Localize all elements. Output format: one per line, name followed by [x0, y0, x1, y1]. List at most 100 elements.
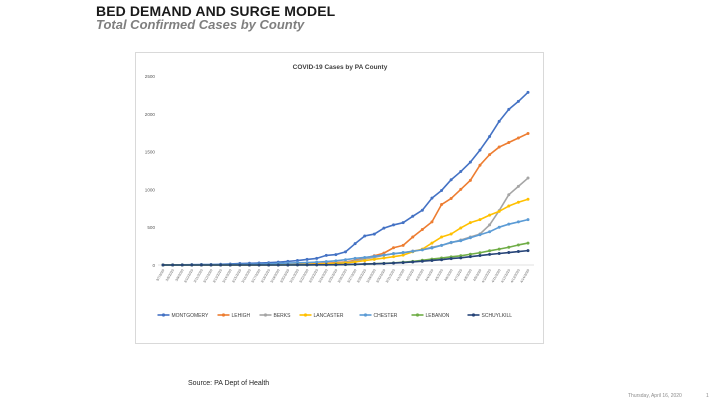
series-line — [163, 198, 529, 266]
x-tick-label: 3/22/2020 — [298, 268, 309, 283]
data-point — [497, 119, 501, 123]
data-point — [488, 153, 492, 157]
data-point — [459, 256, 463, 260]
data-point — [392, 261, 396, 265]
series-line — [162, 91, 529, 266]
data-point — [468, 252, 472, 256]
data-point — [468, 236, 472, 240]
data-point — [353, 262, 357, 266]
x-tick-label: 3/13/2020 — [212, 268, 223, 283]
legend-swatch-marker — [415, 313, 420, 317]
legend: MONTGOMERY LEHIGH BERKS LANCASTER CHESTER LEB… — [157, 313, 513, 319]
legend-swatch-marker — [303, 313, 308, 317]
data-point — [478, 163, 482, 167]
y-axis: 0 500 1000 1500 2000 2500 — [145, 74, 156, 268]
data-point — [344, 263, 347, 267]
x-tick-label: 3/25/2020 — [327, 268, 338, 283]
source-note: Source: PA Dept of Health — [188, 380, 270, 387]
data-point — [286, 263, 290, 267]
data-point — [344, 258, 347, 262]
data-point — [382, 226, 386, 230]
data-point — [440, 203, 444, 207]
x-tick-label: 3/15/2020 — [231, 268, 242, 283]
data-point — [526, 90, 530, 94]
x-tick-label: 3/31/2020 — [385, 268, 396, 283]
legend-swatch-marker — [363, 313, 368, 317]
data-point — [526, 131, 530, 135]
data-point — [334, 259, 338, 263]
x-tick-label: 4/5/2020 — [434, 268, 444, 282]
x-tick-label: 3/14/2020 — [222, 268, 233, 283]
data-point — [392, 223, 396, 227]
series-line — [163, 132, 529, 266]
data-point — [526, 197, 530, 201]
data-point — [507, 245, 511, 249]
data-point — [516, 99, 520, 103]
x-tick-label: 4/2/2020 — [405, 268, 415, 282]
data-point — [430, 196, 434, 200]
data-point — [516, 220, 520, 224]
data-point — [382, 253, 386, 257]
data-point — [488, 223, 492, 227]
x-tick-label: 3/8/2020 — [165, 268, 175, 282]
x-tick-label: 4/3/2020 — [415, 268, 425, 282]
x-tick-label: 3/23/2020 — [308, 268, 319, 283]
data-point — [392, 246, 396, 250]
legend-item: LEBANON — [411, 313, 450, 319]
data-point — [507, 222, 511, 226]
data-point — [315, 256, 319, 260]
legend-item: LANCASTER — [299, 313, 344, 319]
data-point — [353, 242, 357, 246]
data-point — [372, 254, 376, 258]
data-point — [228, 263, 232, 267]
x-tick-label: 3/17/2020 — [250, 268, 261, 283]
legend-label: SCHUYLKILL — [482, 313, 513, 319]
legend-label: LEHIGH — [232, 313, 251, 319]
data-point — [267, 263, 271, 267]
x-tick-label: 4/13/2020 — [510, 268, 521, 283]
data-point — [459, 239, 463, 243]
legend-item: CHESTER — [359, 313, 398, 319]
data-point — [420, 227, 424, 231]
y-tick-label: 1500 — [145, 150, 156, 155]
data-point — [180, 263, 184, 267]
data-point — [247, 263, 251, 267]
x-tick-label: 3/24/2020 — [318, 268, 329, 283]
data-point — [440, 258, 444, 262]
data-point — [420, 259, 424, 263]
x-tick-label: 4/1/2020 — [395, 268, 405, 282]
chart-title: COVID-19 Cases by PA County — [293, 64, 388, 71]
data-point — [392, 252, 396, 256]
data-point — [507, 251, 511, 255]
legend-swatch-marker — [161, 313, 166, 317]
x-axis: 3/7/2020 3/8/2020 3/9/20203/10/20203/11/20… — [155, 268, 530, 283]
x-tick-label: 3/20/2020 — [279, 268, 290, 283]
y-tick-label: 500 — [147, 225, 155, 230]
x-tick-label: 4/11/2020 — [491, 268, 502, 283]
data-point — [459, 187, 463, 191]
series-lehigh — [161, 131, 530, 267]
slide-title: BED DEMAND AND SURGE MODEL — [96, 3, 336, 19]
data-point — [449, 257, 453, 261]
footer-date: Thursday, April 16, 2020 — [628, 393, 682, 399]
data-point — [401, 243, 405, 247]
legend-swatch-marker — [471, 313, 476, 317]
x-tick-label: 4/12/2020 — [500, 268, 511, 283]
data-point — [353, 256, 357, 260]
legend-label: CHESTER — [374, 313, 398, 319]
data-point — [171, 263, 175, 267]
data-point — [516, 200, 520, 204]
data-point — [305, 261, 309, 265]
data-point — [430, 246, 434, 250]
x-tick-label: 3/16/2020 — [241, 268, 252, 283]
data-point — [411, 249, 415, 253]
data-point — [478, 148, 482, 152]
data-point — [372, 262, 376, 266]
data-point — [372, 257, 376, 261]
data-point — [401, 253, 405, 257]
data-point — [295, 261, 299, 265]
data-point — [488, 249, 492, 253]
data-point — [382, 256, 386, 260]
data-point — [305, 263, 309, 267]
series-layer — [161, 90, 530, 267]
